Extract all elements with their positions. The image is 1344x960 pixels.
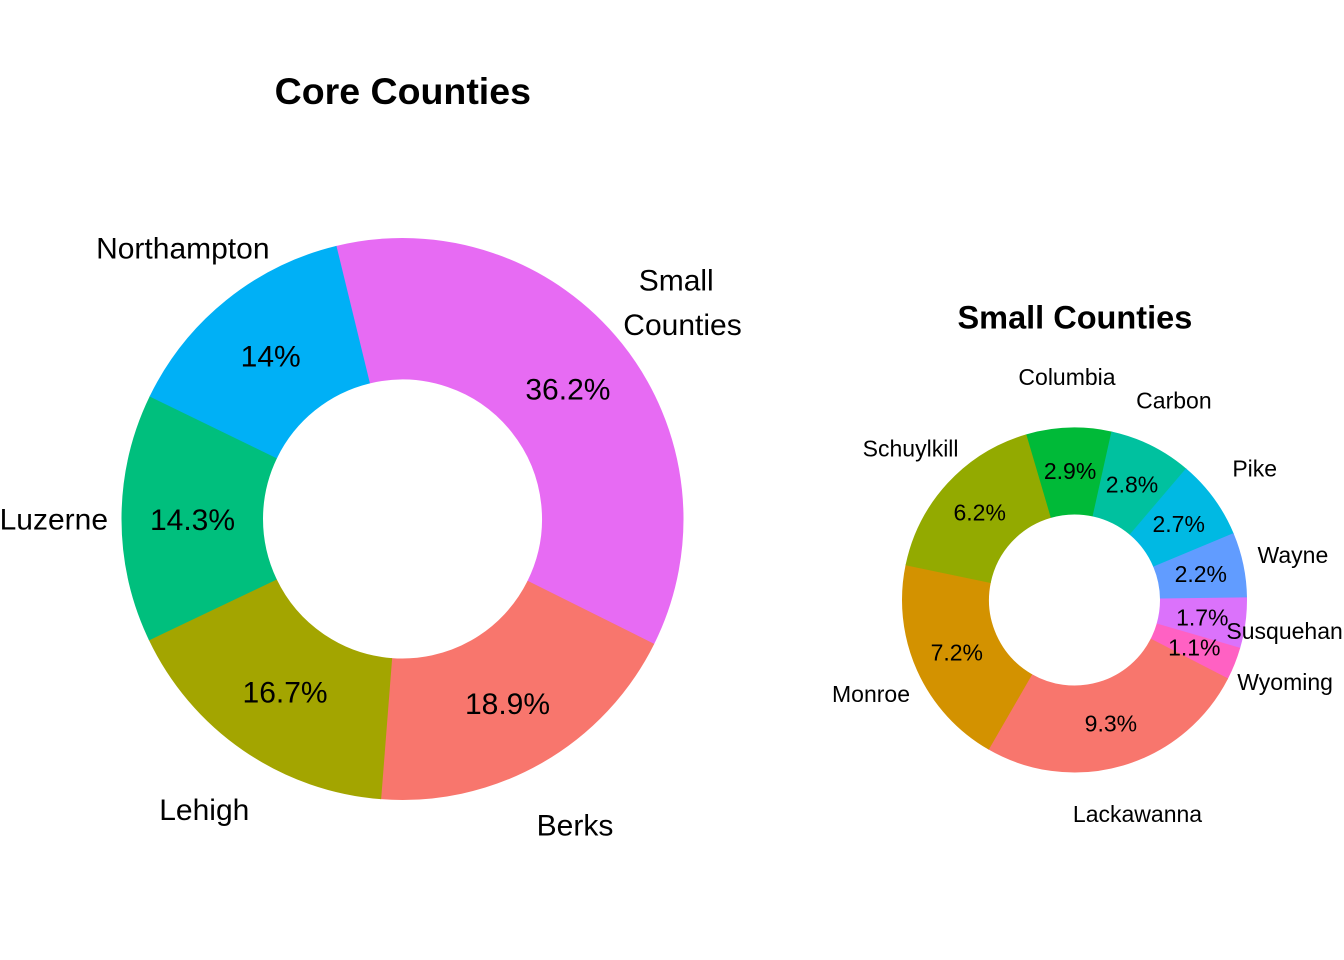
svg-text:7.2%: 7.2% bbox=[931, 640, 983, 666]
svg-text:Wayne: Wayne bbox=[1258, 542, 1329, 568]
svg-text:Pike: Pike bbox=[1232, 456, 1277, 482]
svg-text:14.3%: 14.3% bbox=[150, 504, 235, 537]
svg-text:Schuylkill: Schuylkill bbox=[863, 436, 959, 462]
svg-text:2.8%: 2.8% bbox=[1106, 471, 1158, 497]
svg-text:9.3%: 9.3% bbox=[1085, 711, 1137, 737]
svg-text:18.9%: 18.9% bbox=[465, 688, 550, 721]
svg-text:1.1%: 1.1% bbox=[1168, 635, 1220, 661]
svg-text:Luzerne: Luzerne bbox=[0, 503, 108, 536]
svg-text:16.7%: 16.7% bbox=[243, 677, 328, 710]
svg-text:Carbon: Carbon bbox=[1136, 387, 1211, 413]
svg-text:Susquehanna: Susquehanna bbox=[1226, 618, 1344, 644]
svg-text:Monroe: Monroe bbox=[832, 681, 910, 707]
svg-text:14%: 14% bbox=[241, 340, 301, 373]
svg-text:Core Counties: Core Counties bbox=[275, 70, 531, 112]
svg-text:Northampton: Northampton bbox=[96, 232, 269, 265]
svg-text:Small: Small bbox=[639, 265, 714, 298]
svg-text:2.9%: 2.9% bbox=[1044, 458, 1096, 484]
svg-text:Lackawanna: Lackawanna bbox=[1073, 801, 1202, 827]
svg-text:6.2%: 6.2% bbox=[953, 500, 1005, 526]
svg-text:1.7%: 1.7% bbox=[1176, 604, 1228, 630]
svg-text:36.2%: 36.2% bbox=[525, 374, 610, 407]
svg-text:2.7%: 2.7% bbox=[1152, 511, 1204, 537]
svg-text:2.2%: 2.2% bbox=[1175, 561, 1227, 587]
svg-text:Small Counties: Small Counties bbox=[958, 300, 1193, 336]
svg-text:Lehigh: Lehigh bbox=[159, 794, 249, 827]
svg-text:Columbia: Columbia bbox=[1018, 364, 1115, 390]
svg-text:Wyoming: Wyoming bbox=[1237, 669, 1333, 695]
svg-text:Counties: Counties bbox=[623, 309, 741, 342]
svg-text:Berks: Berks bbox=[537, 809, 614, 842]
